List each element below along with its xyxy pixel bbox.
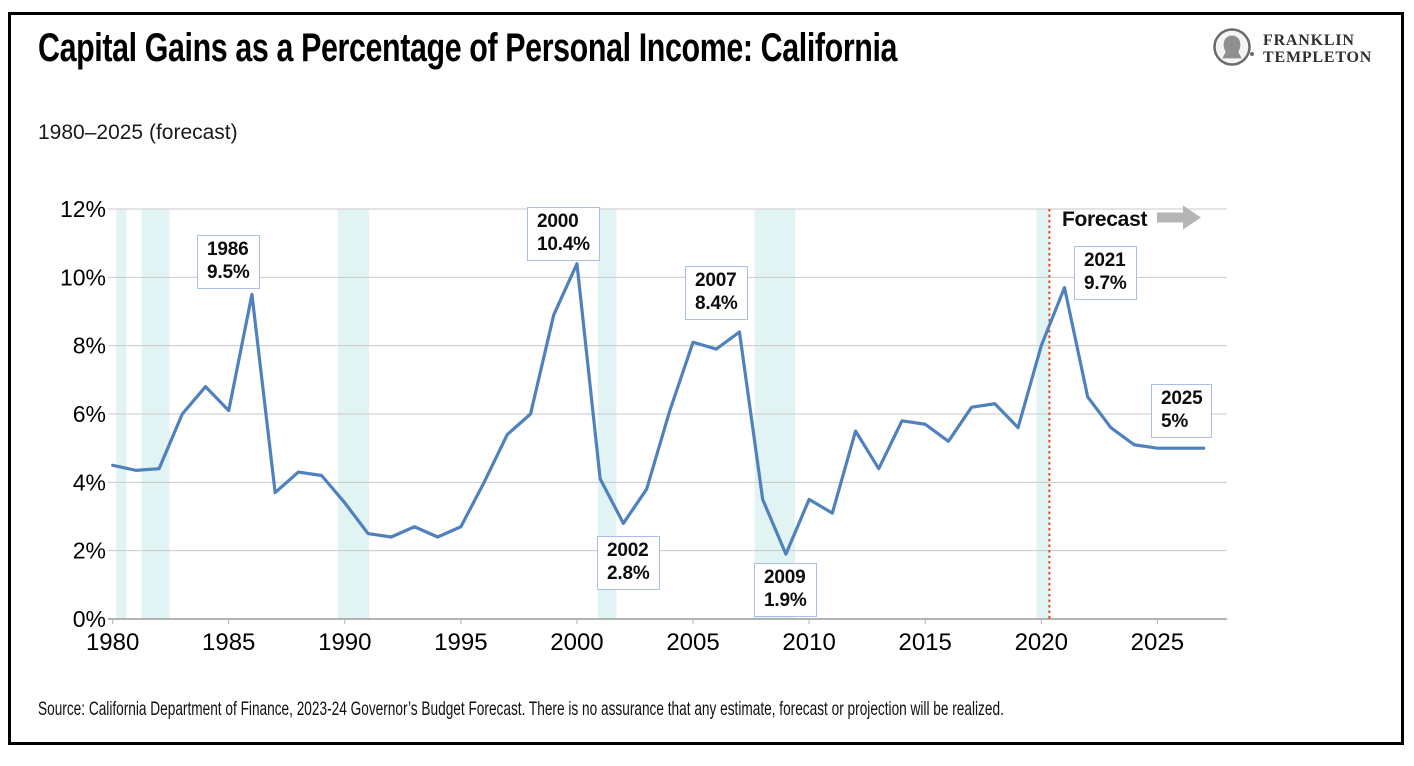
annotation-value: 9.5% bbox=[207, 262, 250, 284]
annotation-2007: 2007 8.4% bbox=[685, 266, 748, 321]
annotation-value: 5% bbox=[1161, 411, 1189, 433]
x-tick-label: 1990 bbox=[318, 629, 371, 656]
y-tick-label: 10% bbox=[60, 264, 106, 290]
x-tick-label: 2005 bbox=[666, 629, 719, 656]
annotation-year: 2000 bbox=[537, 211, 579, 232]
x-tick-label: 2010 bbox=[782, 629, 835, 656]
y-tick-label: 8% bbox=[73, 333, 106, 359]
x-tick-label: 2020 bbox=[1015, 629, 1068, 656]
y-tick-label: 4% bbox=[73, 469, 106, 495]
x-tick-label: 2025 bbox=[1131, 629, 1184, 656]
annotation-2021: 2021 9.7% bbox=[1074, 246, 1137, 301]
annotation-value: 1.9% bbox=[764, 590, 807, 612]
brand-line-1: FRANKLIN bbox=[1263, 31, 1355, 49]
x-tick-label: 1985 bbox=[202, 629, 255, 656]
annotation-year: 2007 bbox=[695, 270, 737, 291]
annotation-value: 8.4% bbox=[695, 293, 738, 315]
source-note: Source: California Department of Finance… bbox=[38, 698, 1004, 720]
annotation-2002: 2002 2.8% bbox=[597, 536, 660, 591]
chart-canvas: 0% 2% 4% 6% 8% 10% 12% 1980 1985 1990 1995 2000 2005… bbox=[60, 196, 1227, 656]
brand-wordmark: FRANKLIN TEMPLETON bbox=[1263, 31, 1373, 67]
brand-line-2: TEMPLETON bbox=[1263, 48, 1373, 66]
y-tick-label: 12% bbox=[60, 196, 106, 222]
annotation-value: 2.8% bbox=[607, 563, 650, 585]
x-tick-label: 2015 bbox=[898, 629, 951, 656]
chart-subtitle: 1980–2025 (forecast) bbox=[38, 121, 238, 144]
annotation-1986: 1986 9.5% bbox=[197, 235, 260, 290]
page-title: Capital Gains as a Percentage of Persona… bbox=[38, 26, 898, 70]
annotation-year: 2025 bbox=[1161, 388, 1203, 409]
x-tick-label: 1980 bbox=[86, 629, 139, 656]
annotation-year: 2009 bbox=[764, 567, 806, 588]
chart-area: 0% 2% 4% 6% 8% 10% 12% 1980 1985 1990 1995 2000 2005… bbox=[0, 185, 1414, 665]
ben-franklin-portrait-icon bbox=[1212, 26, 1256, 73]
forecast-arrow-icon bbox=[1157, 205, 1202, 235]
franklin-templeton-logo: FRANKLIN TEMPLETON bbox=[1212, 26, 1372, 73]
annotation-2000: 2000 10.4% bbox=[527, 207, 600, 262]
x-tick-label: 1995 bbox=[434, 629, 487, 656]
data-line bbox=[111, 262, 1206, 556]
annotation-2025: 2025 5% bbox=[1151, 384, 1213, 439]
y-tick-label: 0% bbox=[73, 606, 106, 632]
y-tick-label: 6% bbox=[73, 401, 106, 427]
annotation-2009: 2009 1.9% bbox=[754, 563, 817, 618]
annotation-year: 2002 bbox=[607, 540, 649, 561]
annotation-year: 1986 bbox=[207, 239, 249, 260]
x-tick-label: 2000 bbox=[550, 629, 603, 656]
forecast-label: Forecast bbox=[1062, 205, 1202, 235]
annotation-value: 9.7% bbox=[1084, 273, 1127, 295]
page-border-frame bbox=[8, 12, 1404, 745]
y-tick-label: 2% bbox=[73, 538, 106, 564]
forecast-label-text: Forecast bbox=[1062, 208, 1148, 231]
annotation-value: 10.4% bbox=[537, 234, 590, 256]
annotation-year: 2021 bbox=[1084, 250, 1126, 271]
